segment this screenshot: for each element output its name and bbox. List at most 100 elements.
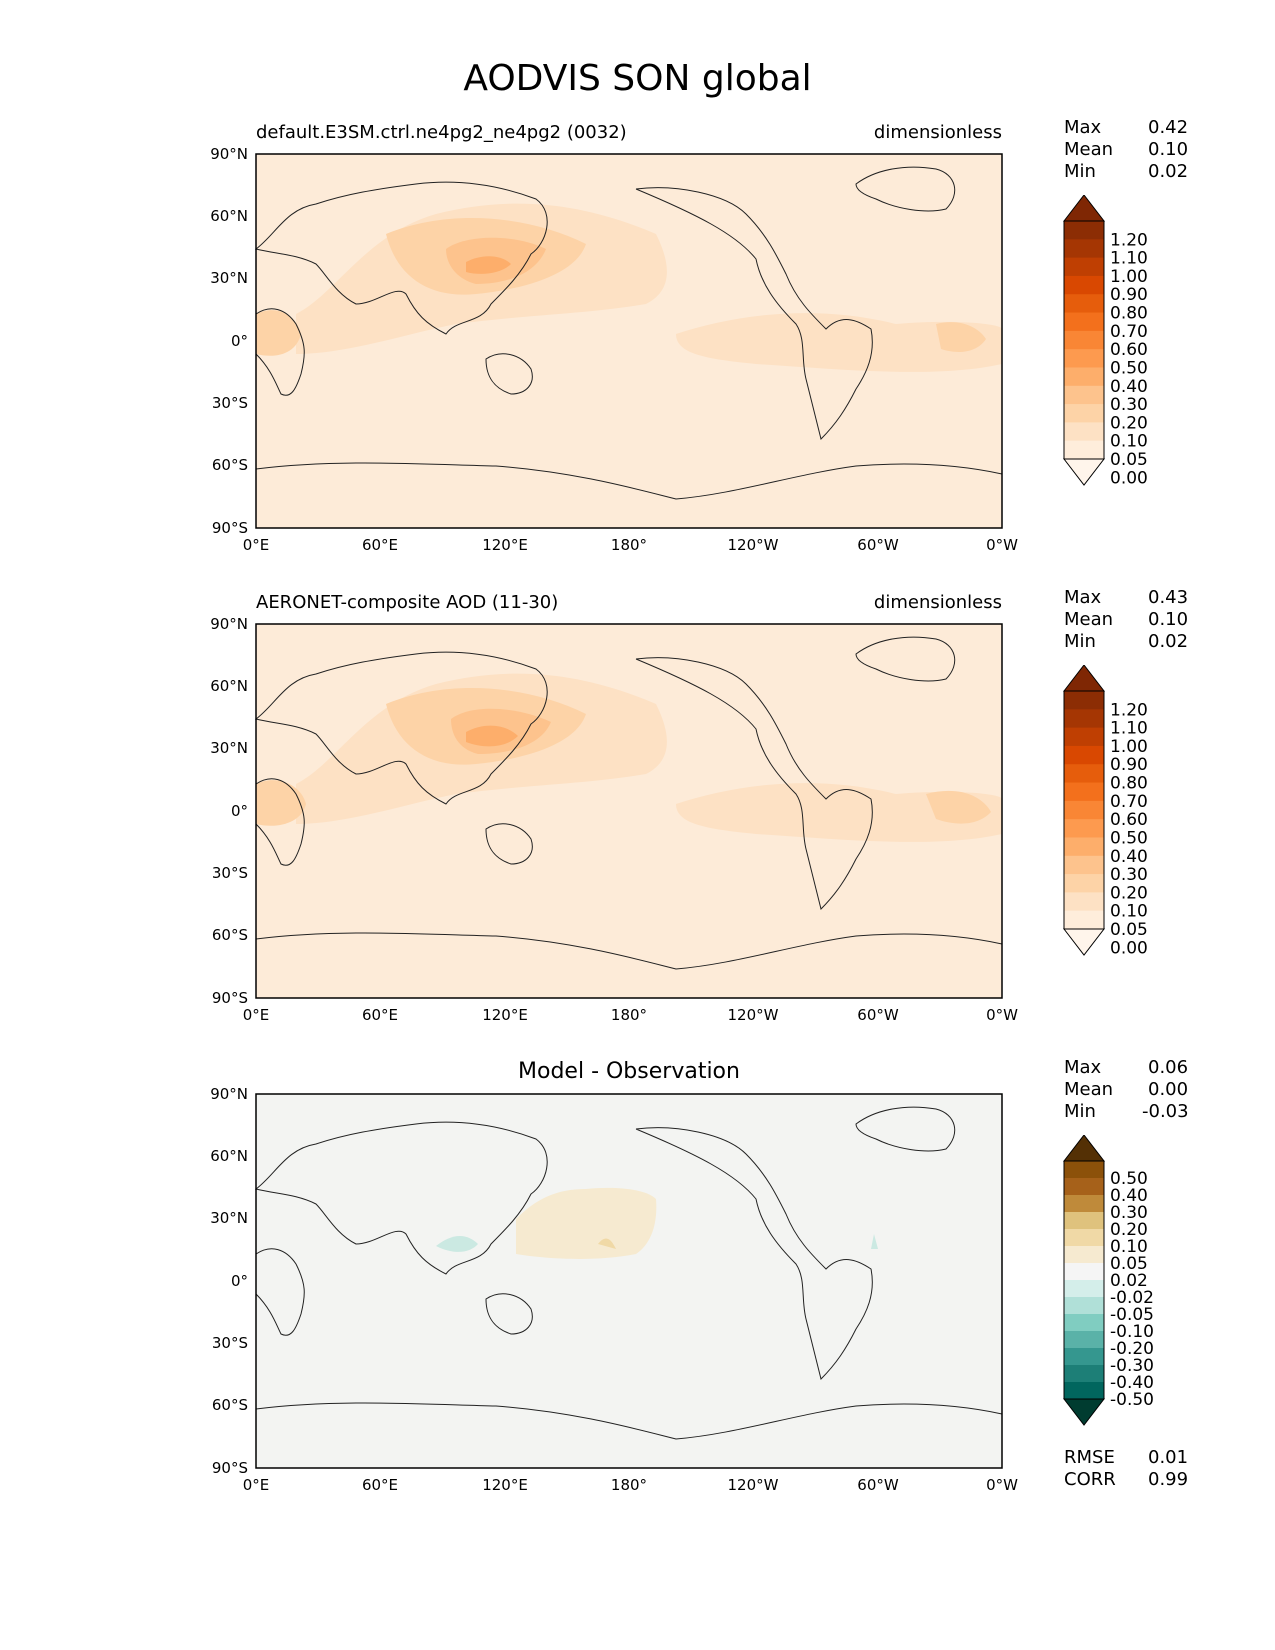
colorbar-segment — [1064, 1314, 1104, 1332]
lon-tick-label: 60°E — [362, 1006, 398, 1024]
colorbar-segment — [1064, 1348, 1104, 1366]
panel-1-lat-ticks: 90°N 60°N 30°N 0° 30°S 60°S 90°S — [210, 146, 248, 537]
stat-value: 0.43 — [1148, 587, 1189, 608]
colorbar-tick-label: -0.05 — [1110, 1305, 1154, 1325]
lat-tick-label: 60°S — [212, 1396, 248, 1414]
colorbar-tick-label: 1.20 — [1110, 700, 1148, 720]
colorbar-tick-label: 0.40 — [1110, 847, 1148, 867]
colorbar-segment — [1064, 1297, 1104, 1315]
panel-3-diff-field — [436, 1187, 878, 1259]
colorbar-tick-label: 0.10 — [1110, 902, 1148, 922]
colorbar-tick-label: 0.02 — [1110, 1271, 1148, 1291]
colorbar-segment — [1064, 1382, 1104, 1400]
panel-2-coastlines — [254, 636, 1003, 970]
lon-tick-label: 120°W — [728, 536, 779, 554]
lon-tick-label: 60°W — [857, 1006, 899, 1024]
colorbar-tick-label: 0.80 — [1110, 304, 1148, 324]
stat-label: RMSE — [1064, 1447, 1115, 1468]
colorbar-extend-min — [1062, 458, 1106, 486]
stat-value: 0.02 — [1148, 161, 1189, 182]
colorbar-segment — [1064, 874, 1104, 893]
lon-tick-label: 180° — [611, 536, 647, 554]
stat-label: Mean — [1064, 1079, 1114, 1100]
lat-tick-label: 30°S — [212, 1334, 248, 1352]
stat-label: Mean — [1064, 139, 1114, 160]
colorbar-segment — [1064, 312, 1104, 332]
colorbar-tick-label: 0.30 — [1110, 865, 1148, 885]
panel-2-title-right: dimensionless — [873, 592, 1002, 613]
colorbar-segment — [1064, 294, 1104, 314]
stat-label: Max — [1064, 1057, 1102, 1078]
colorbar-tick-label: -0.50 — [1110, 1390, 1154, 1410]
lat-tick-label: 60°N — [210, 1147, 248, 1165]
colorbar-segment — [1064, 330, 1104, 350]
colorbar-segment — [1064, 764, 1104, 784]
colorbar-tick-label: 0.50 — [1110, 828, 1148, 848]
colorbar-tick-label: 0.20 — [1110, 1220, 1148, 1240]
lat-tick-label: 30°S — [212, 864, 248, 882]
panel-1-coastlines — [254, 166, 1003, 500]
panel-3-lon-ticks: 0°E 60°E 120°E 180° 120°W 60°W 0°W — [243, 1476, 1018, 1494]
panel-3-colorbar: 0.500.400.300.200.100.050.02-0.02-0.05-0… — [1062, 1135, 1154, 1426]
panel-1-title-left: default.E3SM.ctrl.ne4pg2_ne4pg2 (0032) — [256, 122, 627, 143]
panel-3-title-center: Model - Observation — [518, 1059, 740, 1084]
lon-tick-label: 0°W — [986, 536, 1018, 554]
colorbar-segment — [1064, 1161, 1104, 1179]
colorbar-segment — [1064, 385, 1104, 405]
colorbar-tick-label: 0.05 — [1110, 450, 1148, 470]
lon-tick-label: 120°W — [728, 1476, 779, 1494]
colorbar-tick-label: 0.40 — [1110, 1186, 1148, 1206]
colorbar-segment — [1064, 892, 1104, 912]
colorbar-segment — [1064, 1212, 1104, 1230]
colorbar-segment — [1064, 1246, 1104, 1264]
colorbar-segment — [1064, 1280, 1104, 1298]
colorbar-extend-max — [1062, 195, 1106, 222]
stat-label: Min — [1064, 631, 1096, 652]
lon-tick-label: 180° — [611, 1476, 647, 1494]
colorbar-extend-max — [1062, 1135, 1106, 1162]
panel-3-coastlines — [254, 1106, 1003, 1440]
lon-tick-label: 120°E — [482, 536, 528, 554]
lat-tick-label: 90°S — [212, 1459, 248, 1477]
lon-tick-label: 120°E — [482, 1476, 528, 1494]
colorbar-tick-label: 1.00 — [1110, 267, 1148, 287]
lon-tick-label: 60°E — [362, 536, 398, 554]
lat-tick-label: 90°N — [210, 146, 248, 163]
colorbar-segment — [1064, 837, 1104, 857]
colorbar-segment — [1064, 440, 1104, 460]
colorbar-tick-label: 0.40 — [1110, 377, 1148, 397]
colorbar-segment — [1064, 239, 1104, 259]
colorbar-segment — [1064, 855, 1104, 875]
colorbar-tick-label: 0.50 — [1110, 358, 1148, 378]
lat-tick-label: 90°N — [210, 616, 248, 633]
stat-label: CORR — [1064, 1469, 1116, 1490]
colorbar-tick-label: 0.80 — [1110, 774, 1148, 794]
panel-1-title-right: dimensionless — [873, 122, 1002, 143]
colorbar-tick-label: -0.40 — [1110, 1373, 1154, 1393]
panel-1-aod-field — [256, 203, 1002, 372]
colorbar-segment — [1064, 221, 1104, 240]
lat-tick-label: 30°N — [210, 739, 248, 757]
stat-label: Mean — [1064, 609, 1114, 630]
colorbar-tick-label: 0.60 — [1110, 340, 1148, 360]
colorbar-segment — [1064, 1263, 1104, 1281]
panel-2-colorbar: 1.201.101.000.900.800.700.600.500.400.30… — [1062, 665, 1148, 958]
colorbar-tick-label: 0.30 — [1110, 1203, 1148, 1223]
lat-tick-label: 0° — [231, 802, 248, 820]
lon-tick-label: 60°E — [362, 1476, 398, 1494]
colorbar-outline — [1063, 1160, 1105, 1400]
colorbar-tick-label: -0.20 — [1110, 1339, 1154, 1359]
colorbar-outline — [1063, 220, 1105, 460]
colorbar-tick-label: 0.90 — [1110, 755, 1148, 775]
colorbar-segment — [1064, 910, 1104, 930]
lon-tick-label: 0°E — [243, 1476, 270, 1494]
lat-tick-label: 60°N — [210, 677, 248, 695]
colorbar-segment — [1064, 1365, 1104, 1383]
colorbar-segment — [1064, 275, 1104, 295]
colorbar-tick-label: 1.10 — [1110, 249, 1148, 269]
panel-2-title-left: AERONET-composite AOD (11-30) — [256, 592, 559, 613]
colorbar-tick-label: -0.30 — [1110, 1356, 1154, 1376]
stat-label: Max — [1064, 587, 1102, 608]
colorbar-tick-label: 0.90 — [1110, 285, 1148, 305]
colorbar-tick-label: 0.00 — [1110, 468, 1148, 488]
